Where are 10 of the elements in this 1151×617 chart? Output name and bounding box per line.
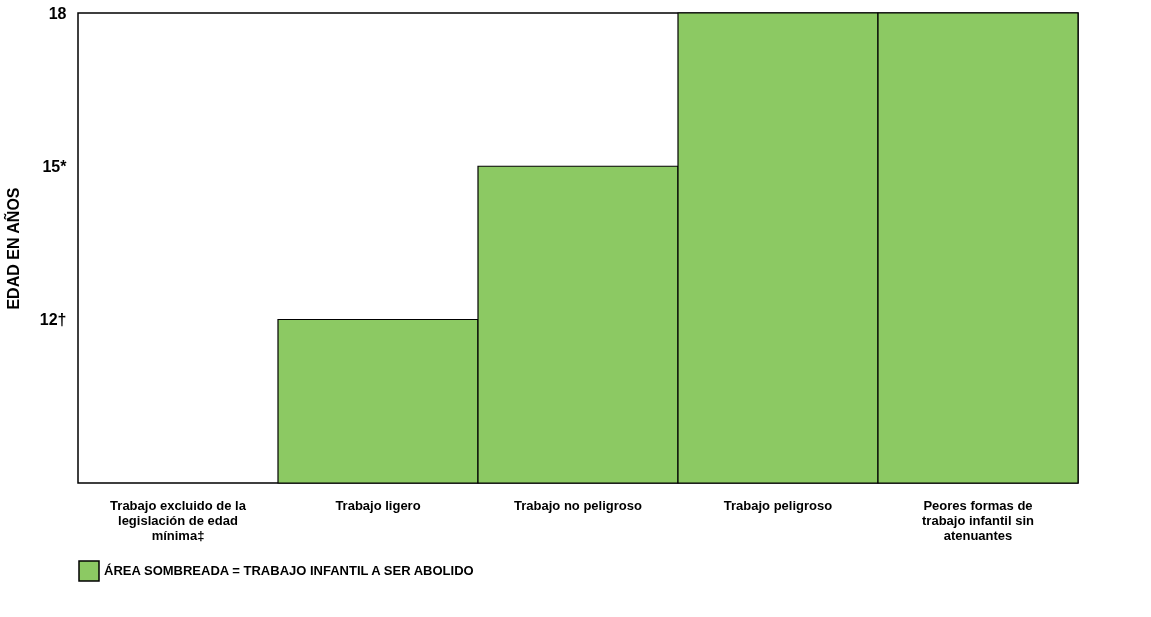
- x-tick-label: Peores formas de trabajo infantil sin atenuantes: [922, 497, 1035, 543]
- y-tick-label: 12†: [39, 311, 67, 329]
- y-tick-label: 18: [48, 4, 67, 22]
- y-tick-label: 15*: [42, 157, 68, 175]
- x-tick-label: Trabajo no peligroso: [514, 497, 642, 513]
- legend-label: ÁREA SOMBREADA = TRABAJO INFANTIL A SER ABOLIDO: [104, 563, 474, 578]
- x-tick-label: Trabajo ligero: [335, 497, 421, 513]
- x-tick-label: Trabajo peligroso: [723, 497, 833, 513]
- y-axis-title: EDAD EN AÑOS: [2, 187, 22, 310]
- x-tick-label: Trabajo excluido de la legislación de edad mínima‡: [110, 497, 247, 543]
